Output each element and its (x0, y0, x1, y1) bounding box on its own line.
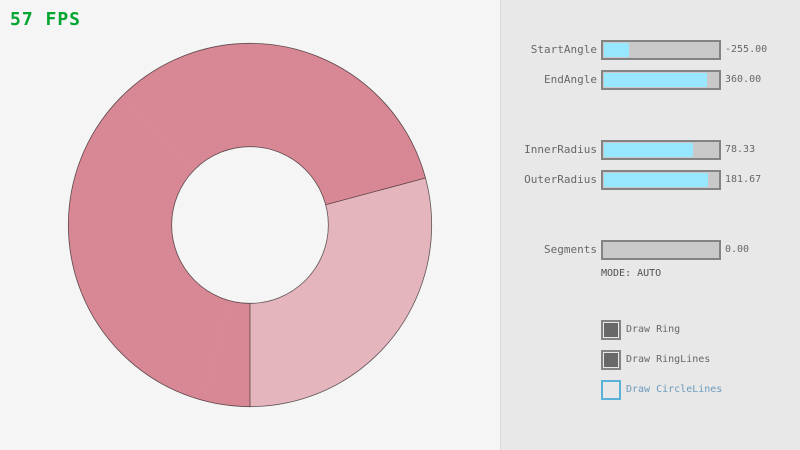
slider-label: InnerRadius (524, 143, 597, 156)
ring-sector (68, 96, 230, 401)
ring-sector (68, 96, 230, 401)
end-angle-control: EndAngle 360.00 (501, 70, 800, 90)
slider-fill (604, 173, 708, 187)
ring-canvas (67, 42, 433, 408)
checkbox-box[interactable] (601, 380, 621, 400)
start-angle-slider[interactable] (601, 40, 721, 60)
segments-slider[interactable] (601, 240, 721, 260)
slider-value: 78.33 (725, 144, 756, 155)
checkbox-label: Draw RingLines (626, 354, 711, 365)
segments-control: Segments 0.00 (501, 240, 800, 260)
ring-sector (121, 43, 426, 205)
slider-fill (604, 73, 707, 87)
slider-label: StartAngle (530, 43, 597, 56)
checkbox-check (604, 323, 618, 337)
draw-circlelines-checkbox[interactable]: Draw CircleLines (601, 380, 722, 400)
slider-label: Segments (544, 243, 597, 256)
inner-radius-control: InnerRadius 78.33 (501, 140, 800, 160)
slider-value: 360.00 (725, 74, 762, 85)
ring-sector (202, 300, 250, 407)
ring-radial-line (325, 177, 426, 206)
ring-edge (171, 146, 329, 304)
checkbox-box[interactable] (601, 320, 621, 340)
checkbox-check (604, 353, 618, 367)
ring-sector (121, 43, 426, 205)
draw-ring-checkbox[interactable]: Draw Ring (601, 320, 680, 340)
slider-label: EndAngle (544, 73, 597, 86)
ring-sector (202, 177, 432, 407)
slider-value: -255.00 (725, 44, 768, 55)
end-angle-slider[interactable] (601, 70, 721, 90)
slider-label: OuterRadius (524, 173, 597, 186)
slider-fill (604, 43, 629, 57)
mode-label: MODE: AUTO (601, 268, 662, 279)
checkbox-label: Draw Ring (626, 324, 681, 335)
controls-panel: StartAngle -255.00 EndAngle 360.00 Inner… (500, 0, 800, 450)
slider-fill (604, 143, 694, 157)
inner-radius-slider[interactable] (601, 140, 721, 160)
slider-value: 181.67 (725, 174, 762, 185)
ring-lines (67, 42, 433, 408)
draw-ringlines-checkbox[interactable]: Draw RingLines (601, 350, 710, 370)
start-angle-control: StartAngle -255.00 (501, 40, 800, 60)
checkbox-box[interactable] (601, 350, 621, 370)
outer-radius-control: OuterRadius 181.67 (501, 170, 800, 190)
outer-radius-slider[interactable] (601, 170, 721, 190)
checkbox-label: Draw CircleLines (626, 384, 723, 395)
slider-value: 0.00 (725, 244, 750, 255)
fps-counter: 57 FPS (10, 9, 82, 30)
